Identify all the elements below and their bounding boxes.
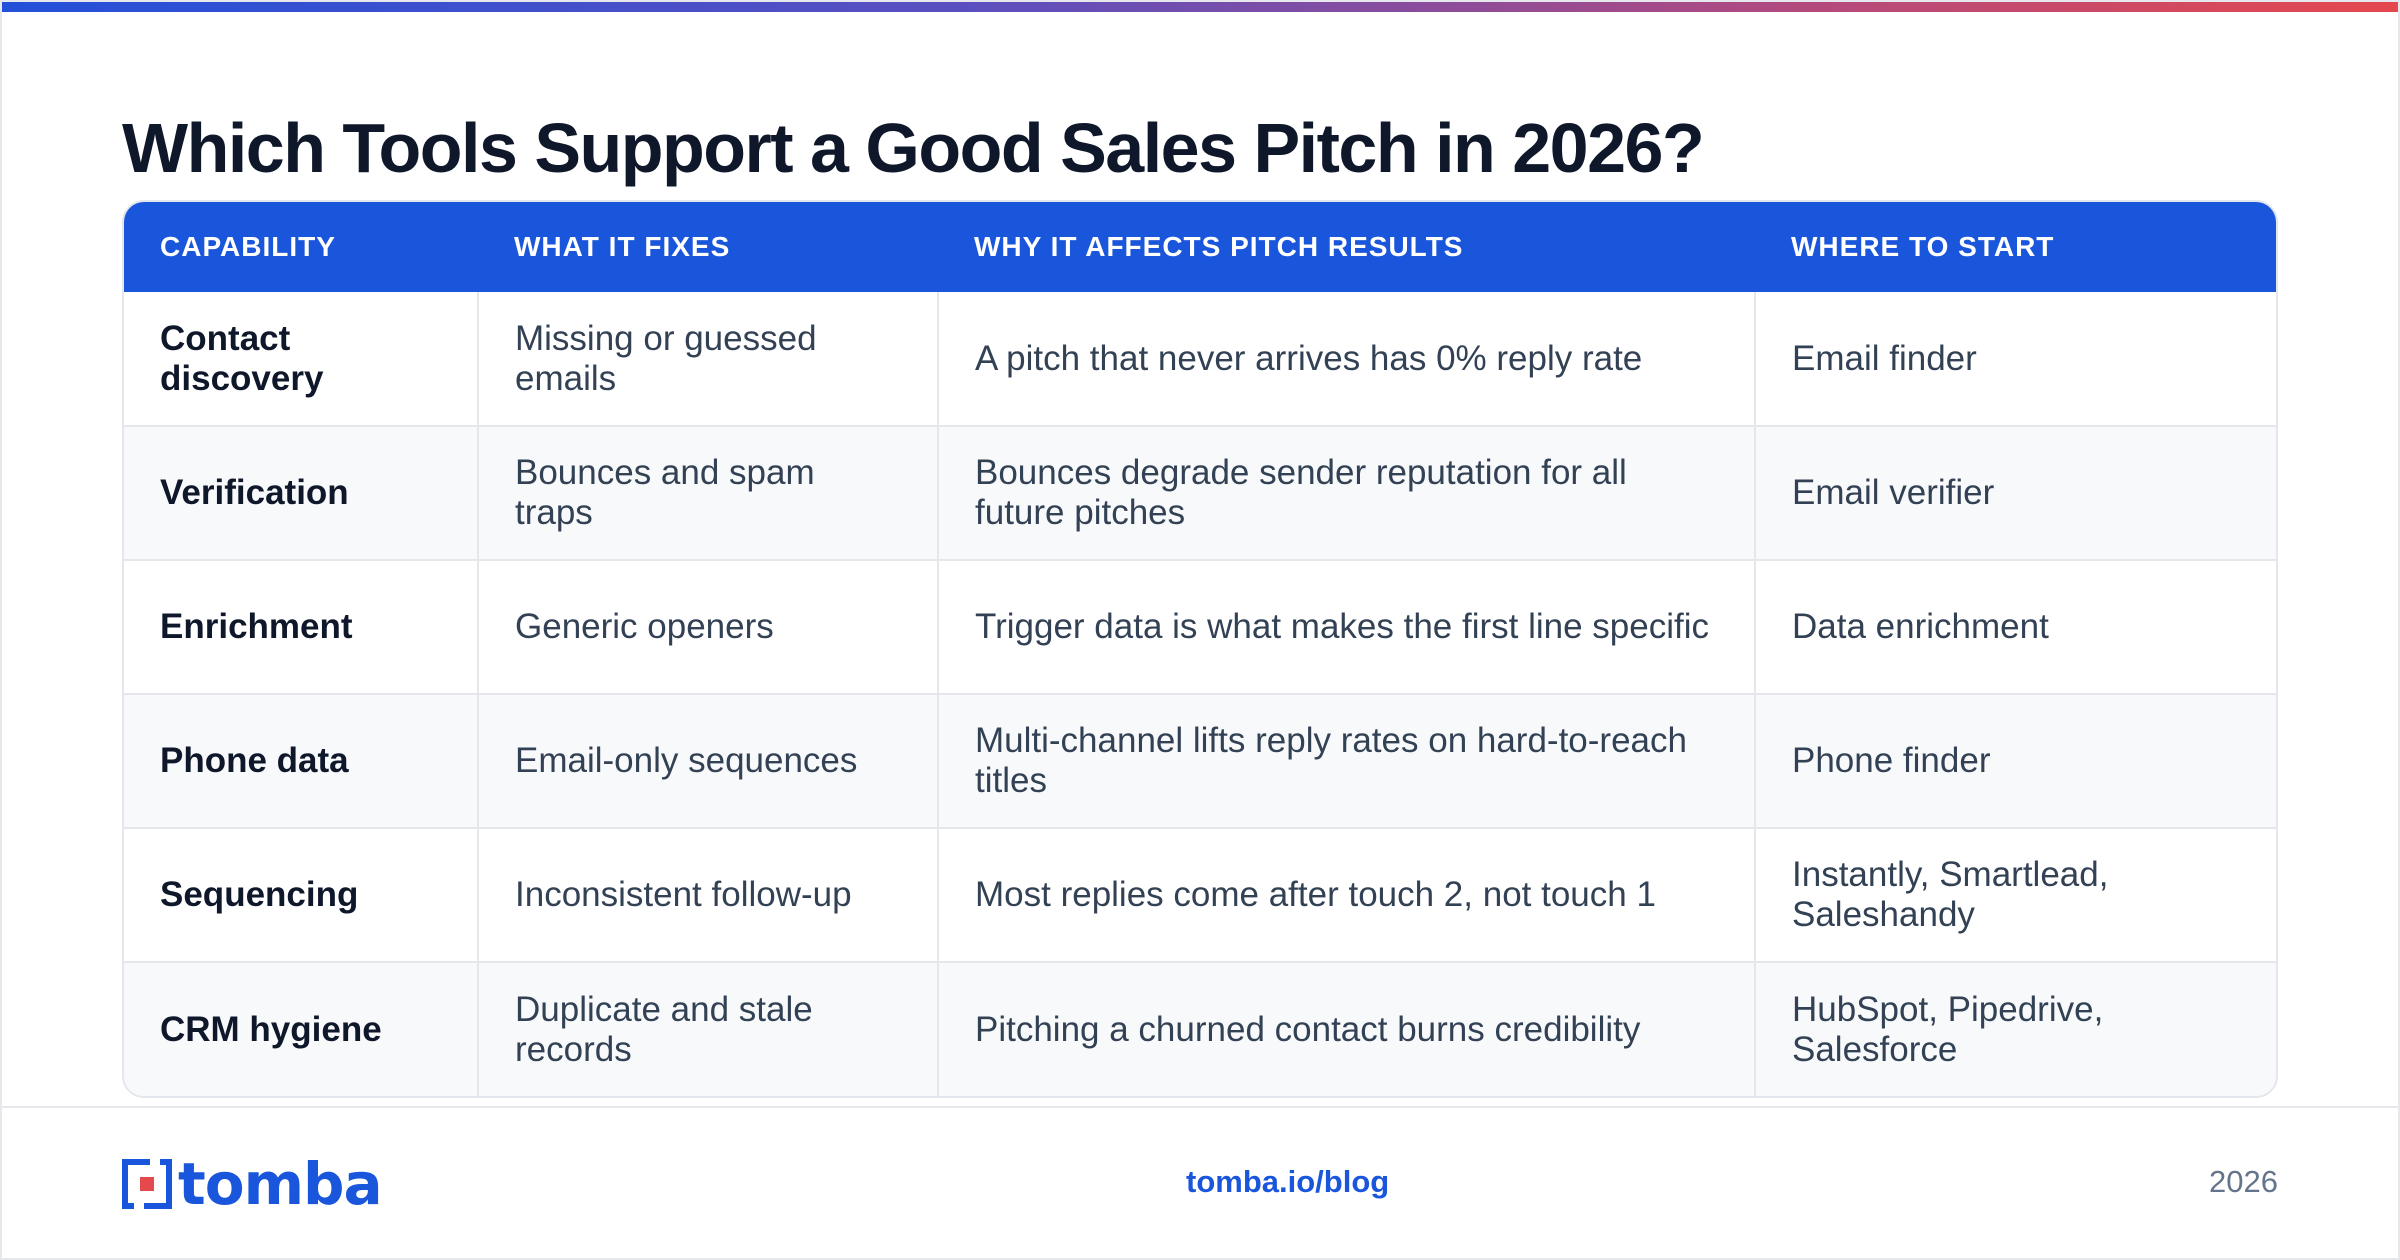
fixes-cell: Email-only sequences: [477, 693, 938, 828]
table-row: Verification Bounces and spam traps Boun…: [124, 425, 2276, 560]
fixes-cell: Generic openers: [477, 559, 938, 694]
table-header-row: CAPABILITY WHAT IT FIXES WHY IT AFFECTS …: [124, 202, 2276, 292]
fixes-cell: Inconsistent follow-up: [477, 827, 938, 962]
capability-cell: Sequencing: [124, 827, 478, 962]
reason-cell: Bounces degrade sender reputation for al…: [937, 425, 1755, 560]
table-body: Contact discovery Missing or guessed ema…: [124, 292, 2276, 1096]
header-where-to-start: WHERE TO START: [1791, 231, 2055, 262]
start-cell: Email verifier: [1754, 425, 2276, 560]
footer-year: 2026: [2209, 1164, 2278, 1199]
footer-divider: [0, 1106, 2400, 1108]
table-row: CRM hygiene Duplicate and stale records …: [124, 961, 2276, 1096]
capability-cell: CRM hygiene: [124, 961, 478, 1096]
capability-cell: Enrichment: [124, 559, 478, 694]
blog-link[interactable]: tomba.io/blog: [1186, 1164, 1390, 1199]
page-title: Which Tools Support a Good Sales Pitch i…: [122, 109, 1705, 187]
logo-text: tomba: [178, 1150, 383, 1218]
header-what-it-fixes: WHAT IT FIXES: [514, 231, 731, 262]
capability-cell: Verification: [124, 425, 478, 560]
capability-cell: Phone data: [124, 693, 478, 828]
table-row: Contact discovery Missing or guessed ema…: [124, 292, 2276, 426]
reason-cell: Trigger data is what makes the first lin…: [937, 559, 1755, 694]
header-why-it-affects: WHY IT AFFECTS PITCH RESULTS: [974, 231, 1464, 262]
start-cell: Instantly, Smartlead, Saleshandy: [1754, 827, 2276, 962]
start-cell: Data enrichment: [1754, 559, 2276, 694]
tools-table: CAPABILITY WHAT IT FIXES WHY IT AFFECTS …: [122, 200, 2278, 1098]
reason-cell: Pitching a churned contact burns credibi…: [937, 961, 1755, 1096]
fixes-cell: Bounces and spam traps: [477, 425, 938, 560]
fixes-cell: Missing or guessed emails: [477, 292, 938, 426]
reason-cell: A pitch that never arrives has 0% reply …: [937, 292, 1755, 426]
reason-cell: Multi-channel lifts reply rates on hard-…: [937, 693, 1755, 828]
table-row: Phone data Email-only sequences Multi-ch…: [124, 693, 2276, 828]
table-row: Sequencing Inconsistent follow-up Most r…: [124, 827, 2276, 962]
top-gradient-bar: [0, 0, 2400, 12]
capability-cell: Contact discovery: [160, 318, 324, 398]
fixes-cell: Duplicate and stale records: [477, 961, 938, 1096]
table-header: CAPABILITY WHAT IT FIXES WHY IT AFFECTS …: [124, 202, 2276, 292]
start-cell: Email finder: [1754, 292, 2276, 426]
table-row: Enrichment Generic openers Trigger data …: [124, 559, 2276, 694]
tomba-logo[interactable]: tomba: [122, 1150, 383, 1218]
header-capability: CAPABILITY: [160, 231, 336, 262]
start-cell: Phone finder: [1754, 693, 2276, 828]
reason-cell: Most replies come after touch 2, not tou…: [937, 827, 1755, 962]
tomba-logo-mark-icon: [122, 1159, 172, 1209]
start-cell: HubSpot, Pipedrive, Salesforce: [1754, 961, 2276, 1096]
